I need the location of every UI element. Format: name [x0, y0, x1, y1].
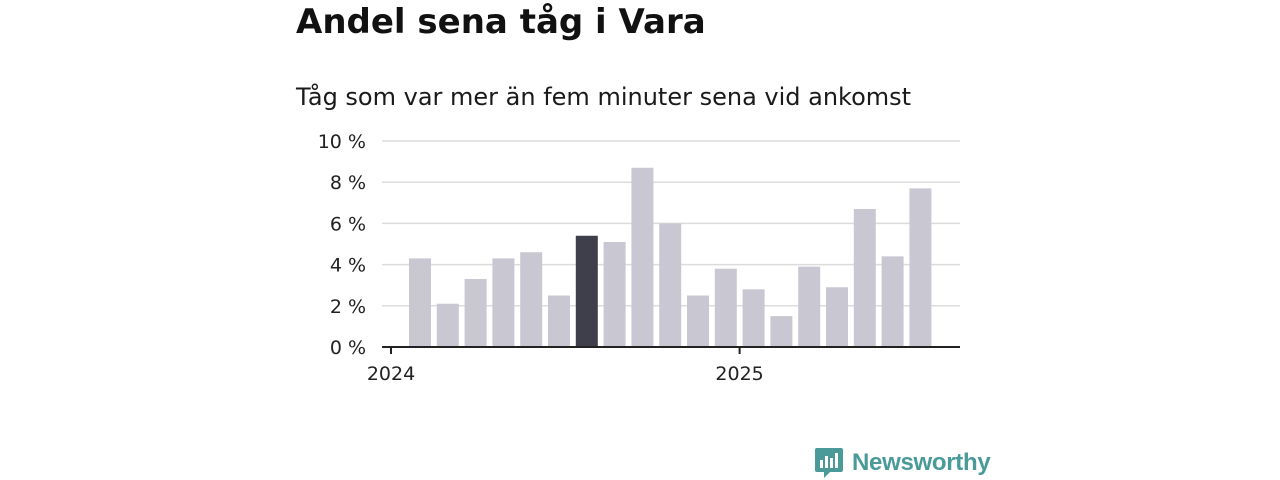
chart-title: Andel sena tåg i Vara	[296, 2, 706, 42]
bar-2025-05	[853, 208, 876, 347]
x-tick-labels: 2024 2025	[367, 363, 764, 385]
y-tick-label: 0 %	[330, 337, 366, 359]
bar-2024-11	[687, 295, 709, 347]
x-tick-label: 2024	[367, 363, 415, 385]
bar-2025-01	[742, 289, 765, 347]
y-tick-label: 2 %	[330, 296, 366, 318]
y-tick-label: 8 %	[330, 172, 366, 194]
brand-name: Newsworthy	[852, 449, 991, 476]
newsworthy-logo-icon	[815, 448, 843, 478]
bar-2024-12	[714, 268, 737, 347]
y-tick-labels: 0 % 2 % 4 % 6 % 8 % 10 %	[318, 131, 366, 359]
bar-2025-06	[881, 256, 904, 347]
bar-2024-03	[464, 279, 487, 347]
bar-2024-09	[631, 167, 654, 347]
bars	[409, 167, 932, 347]
chart-subtitle: Tåg som var mer än fem minuter sena vid …	[296, 83, 912, 111]
x-tick-label: 2025	[715, 363, 763, 385]
y-tick-label: 6 %	[330, 213, 366, 235]
bar-2025-04	[826, 287, 848, 347]
bar-2025-03	[798, 266, 821, 347]
bar-2024-10	[659, 223, 682, 347]
y-tick-label: 4 %	[330, 255, 366, 277]
bar-2024-04	[492, 258, 515, 347]
bar-2024-07	[575, 235, 598, 347]
bar-2024-08	[603, 241, 626, 347]
y-tick-label: 10 %	[318, 131, 366, 153]
bar-2024-02	[436, 303, 459, 347]
bar-2024-05	[520, 252, 543, 347]
newsworthy-logo: Newsworthy	[814, 446, 991, 480]
bar-2024-06	[548, 295, 570, 347]
axes	[382, 346, 960, 354]
bar-2025-02	[770, 316, 793, 347]
bar-2024-01	[409, 258, 431, 347]
bar-2025-07	[909, 188, 932, 347]
